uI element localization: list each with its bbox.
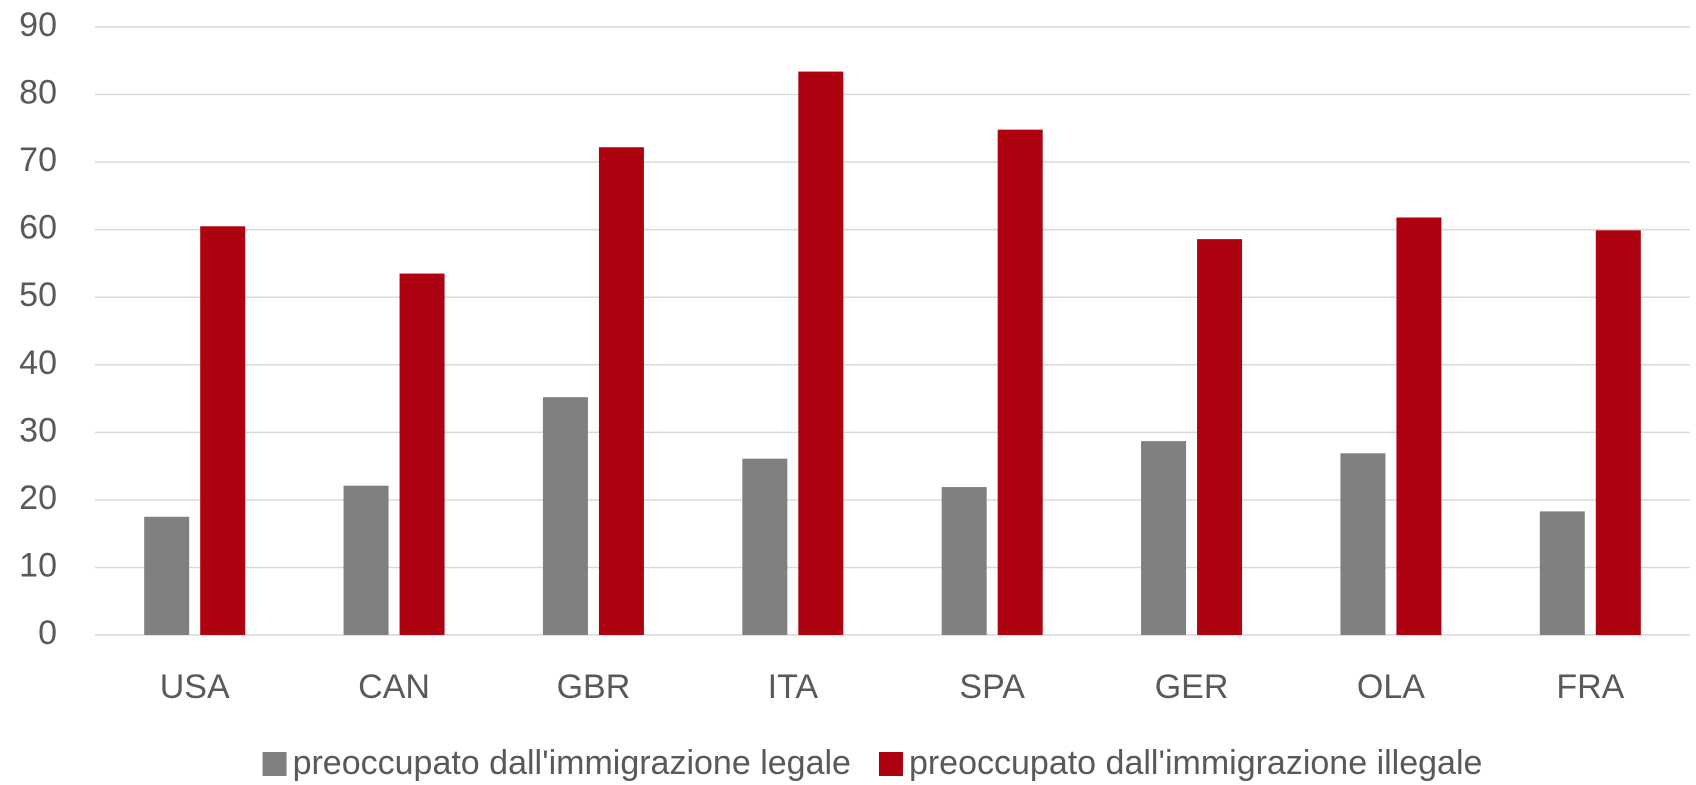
bar <box>200 226 246 636</box>
y-tick-label: 70 <box>19 141 57 179</box>
legend-label: preoccupato dall'immigrazione legale <box>293 744 851 782</box>
y-tick-label: 0 <box>38 614 57 652</box>
legend-swatch <box>262 752 287 776</box>
y-tick-label: 80 <box>19 74 57 112</box>
bar <box>144 516 190 635</box>
x-tick-label: OLA <box>1357 668 1425 706</box>
bar <box>941 487 987 635</box>
x-tick-label: USA <box>160 668 230 706</box>
y-tick-label: 10 <box>19 546 57 584</box>
bar <box>598 147 644 635</box>
bar <box>399 273 445 635</box>
x-tick-label: CAN <box>358 668 430 706</box>
y-tick-label: 30 <box>19 411 57 449</box>
x-tick-label: GBR <box>557 668 631 706</box>
x-tick-label: GER <box>1155 668 1229 706</box>
bar <box>542 397 588 635</box>
bar <box>742 458 788 635</box>
bar <box>997 129 1043 635</box>
bar <box>1141 441 1187 635</box>
x-tick-label: ITA <box>768 668 819 706</box>
legend-swatch <box>878 752 903 776</box>
bar <box>343 485 389 635</box>
bar <box>1197 239 1243 635</box>
bar <box>798 71 844 635</box>
y-tick-label: 90 <box>19 6 57 44</box>
x-tick-label: FRA <box>1556 668 1624 706</box>
y-tick-label: 50 <box>19 276 57 314</box>
bar <box>1396 217 1442 636</box>
y-tick-label: 60 <box>19 209 57 247</box>
x-tick-label: SPA <box>959 668 1025 706</box>
y-tick-label: 20 <box>19 479 57 517</box>
legend-label: preoccupato dall'immigrazione illegale <box>909 744 1482 782</box>
y-tick-label: 40 <box>19 344 57 382</box>
bar <box>1595 230 1641 635</box>
bar <box>1340 453 1386 635</box>
bar <box>1539 511 1585 635</box>
